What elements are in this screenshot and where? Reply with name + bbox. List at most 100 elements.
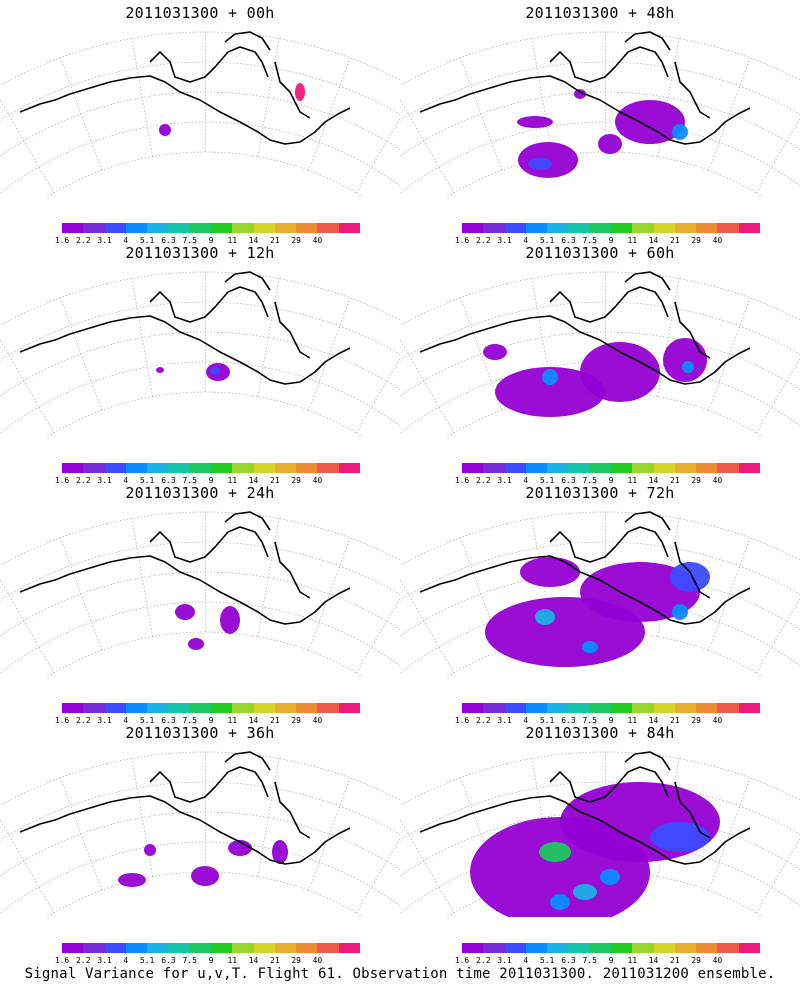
colorbar-cell: [253, 703, 275, 713]
colorbar-cell: [610, 943, 633, 953]
colorbar-cell: [696, 943, 718, 953]
colorbar-cell: [674, 223, 697, 233]
colorbar-cell: [274, 703, 297, 713]
colorbar-cell: [168, 943, 190, 953]
colorbar-tick-label: 40: [312, 476, 323, 485]
colorbar: [462, 463, 760, 473]
colorbar-tick-label: 4: [523, 476, 529, 485]
colorbar-tick-label: 9: [208, 716, 214, 725]
variance-contour: [560, 782, 720, 862]
colorbar-cell: [296, 703, 318, 713]
colorbar-cell: [104, 943, 126, 953]
colorbar-cell: [589, 703, 611, 713]
colorbar-tick-label: 3.1: [97, 476, 112, 485]
colorbar-tick-label: 2.2: [76, 236, 91, 245]
polar-stereographic-map: [400, 511, 800, 677]
colorbar-cell: [232, 223, 254, 233]
variance-contour: [672, 604, 688, 620]
colorbar-tick-label: 1.6: [54, 956, 70, 965]
variance-contour: [582, 641, 598, 653]
colorbar-cell: [338, 703, 360, 713]
colorbar-cell: [717, 223, 739, 233]
colorbar-cell: [168, 223, 190, 233]
colorbar-cell: [125, 703, 148, 713]
colorbar-tick-label: 6.3: [561, 236, 576, 245]
colorbar-tick-label: 9: [608, 716, 614, 725]
colorbar-tick-label: 21: [670, 716, 680, 725]
colorbar-tick-label: 2.2: [476, 716, 491, 725]
colorbar-tick-label: 5.1: [539, 476, 555, 485]
colorbar-cell: [189, 463, 211, 473]
colorbar-cell: [462, 703, 484, 713]
colorbar-cell: [717, 703, 739, 713]
colorbar-tick-label: 29: [291, 956, 301, 965]
colorbar-cell: [125, 463, 148, 473]
colorbar-tick-label: 11: [227, 236, 238, 245]
colorbar-cell: [568, 703, 590, 713]
colorbar-cell: [717, 943, 739, 953]
variance-contour: [598, 134, 622, 154]
variance-contour: [573, 884, 597, 900]
colorbar-tick-label: 7.5: [182, 236, 197, 245]
colorbar-cell: [147, 463, 169, 473]
colorbar-tick-label: 4: [123, 236, 129, 245]
variance-contour: [191, 866, 219, 886]
colorbar-tick-label: 29: [691, 956, 701, 965]
colorbar-cell: [504, 223, 526, 233]
colorbar-cell: [674, 463, 697, 473]
panel-title: 2011031300 + 36h: [125, 724, 275, 742]
colorbar-tick-label: 4: [123, 476, 129, 485]
polar-stereographic-map: [400, 31, 800, 197]
coastline: [419, 31, 751, 145]
colorbar-cell: [232, 463, 254, 473]
colorbar-cell: [210, 943, 233, 953]
colorbar-tick-label: 7.5: [582, 716, 597, 725]
colorbar-cell: [483, 463, 505, 473]
colorbar: [62, 943, 360, 953]
forecast-panel: 2011031300 + 60h 1.6 2.2 3.1 4 5.1 6.3 7.5 9 11 14…: [400, 240, 800, 485]
colorbar-tick-label: 7.5: [582, 476, 597, 485]
colorbar-tick-label: 3.1: [497, 476, 512, 485]
lat-lon-grid: [400, 31, 800, 197]
colorbar-tick-label: 2.2: [76, 716, 91, 725]
colorbar-cell: [210, 463, 233, 473]
variance-contour: [535, 609, 555, 625]
colorbar-tick-label: 1.6: [454, 236, 470, 245]
colorbar-cell: [62, 703, 84, 713]
colorbar-cell: [462, 943, 484, 953]
colorbar-cell: [104, 223, 126, 233]
forecast-panel: 2011031300 + 48h 1.6 2.2 3.1 4 5.1 6.3 7.5 9 11 14…: [400, 0, 800, 245]
variance-contour: [574, 89, 586, 99]
colorbar-cell: [274, 463, 297, 473]
colorbar: [62, 223, 360, 233]
colorbar-cell: [317, 943, 339, 953]
colorbar-labels: 1.6 2.2 3.1 4 5.1 6.3 7.5 9 11 14 21 29 40: [55, 236, 370, 246]
colorbar-cell: [610, 463, 633, 473]
colorbar-labels: 1.6 2.2 3.1 4 5.1 6.3 7.5 9 11 14 21 29 40: [455, 716, 770, 726]
colorbar-tick-label: 5.1: [139, 236, 155, 245]
colorbar-tick-label: 14: [648, 476, 659, 485]
colorbar-tick-label: 40: [312, 956, 323, 965]
colorbar-tick-label: 21: [670, 476, 680, 485]
colorbar-tick-label: 9: [608, 236, 614, 245]
colorbar-tick-label: 14: [648, 956, 659, 965]
variance-contour: [295, 83, 305, 101]
colorbar-cell: [62, 223, 84, 233]
colorbar-tick-label: 40: [712, 956, 723, 965]
coastline: [419, 271, 751, 385]
panel-title: 2011031300 + 72h: [525, 484, 675, 502]
colorbar-cell: [253, 943, 275, 953]
colorbar-cell: [462, 223, 484, 233]
figure-caption: Signal Variance for u,v,T. Flight 61. Ob…: [24, 966, 776, 982]
colorbar-cell: [632, 223, 654, 233]
colorbar-cell: [504, 703, 526, 713]
colorbar-tick-label: 3.1: [497, 236, 512, 245]
colorbar-cell: [483, 223, 505, 233]
colorbar-tick-label: 29: [291, 476, 301, 485]
forecast-panel: 2011031300 + 36h 1.6 2.2 3.1 4 5.1 6.3 7.5 9 11 14…: [0, 720, 400, 965]
colorbar-tick-label: 14: [248, 236, 259, 245]
lat-lon-grid: [0, 271, 400, 437]
colorbar-tick-label: 40: [712, 716, 723, 725]
colorbar-cell: [125, 223, 148, 233]
colorbar-cell: [653, 463, 675, 473]
